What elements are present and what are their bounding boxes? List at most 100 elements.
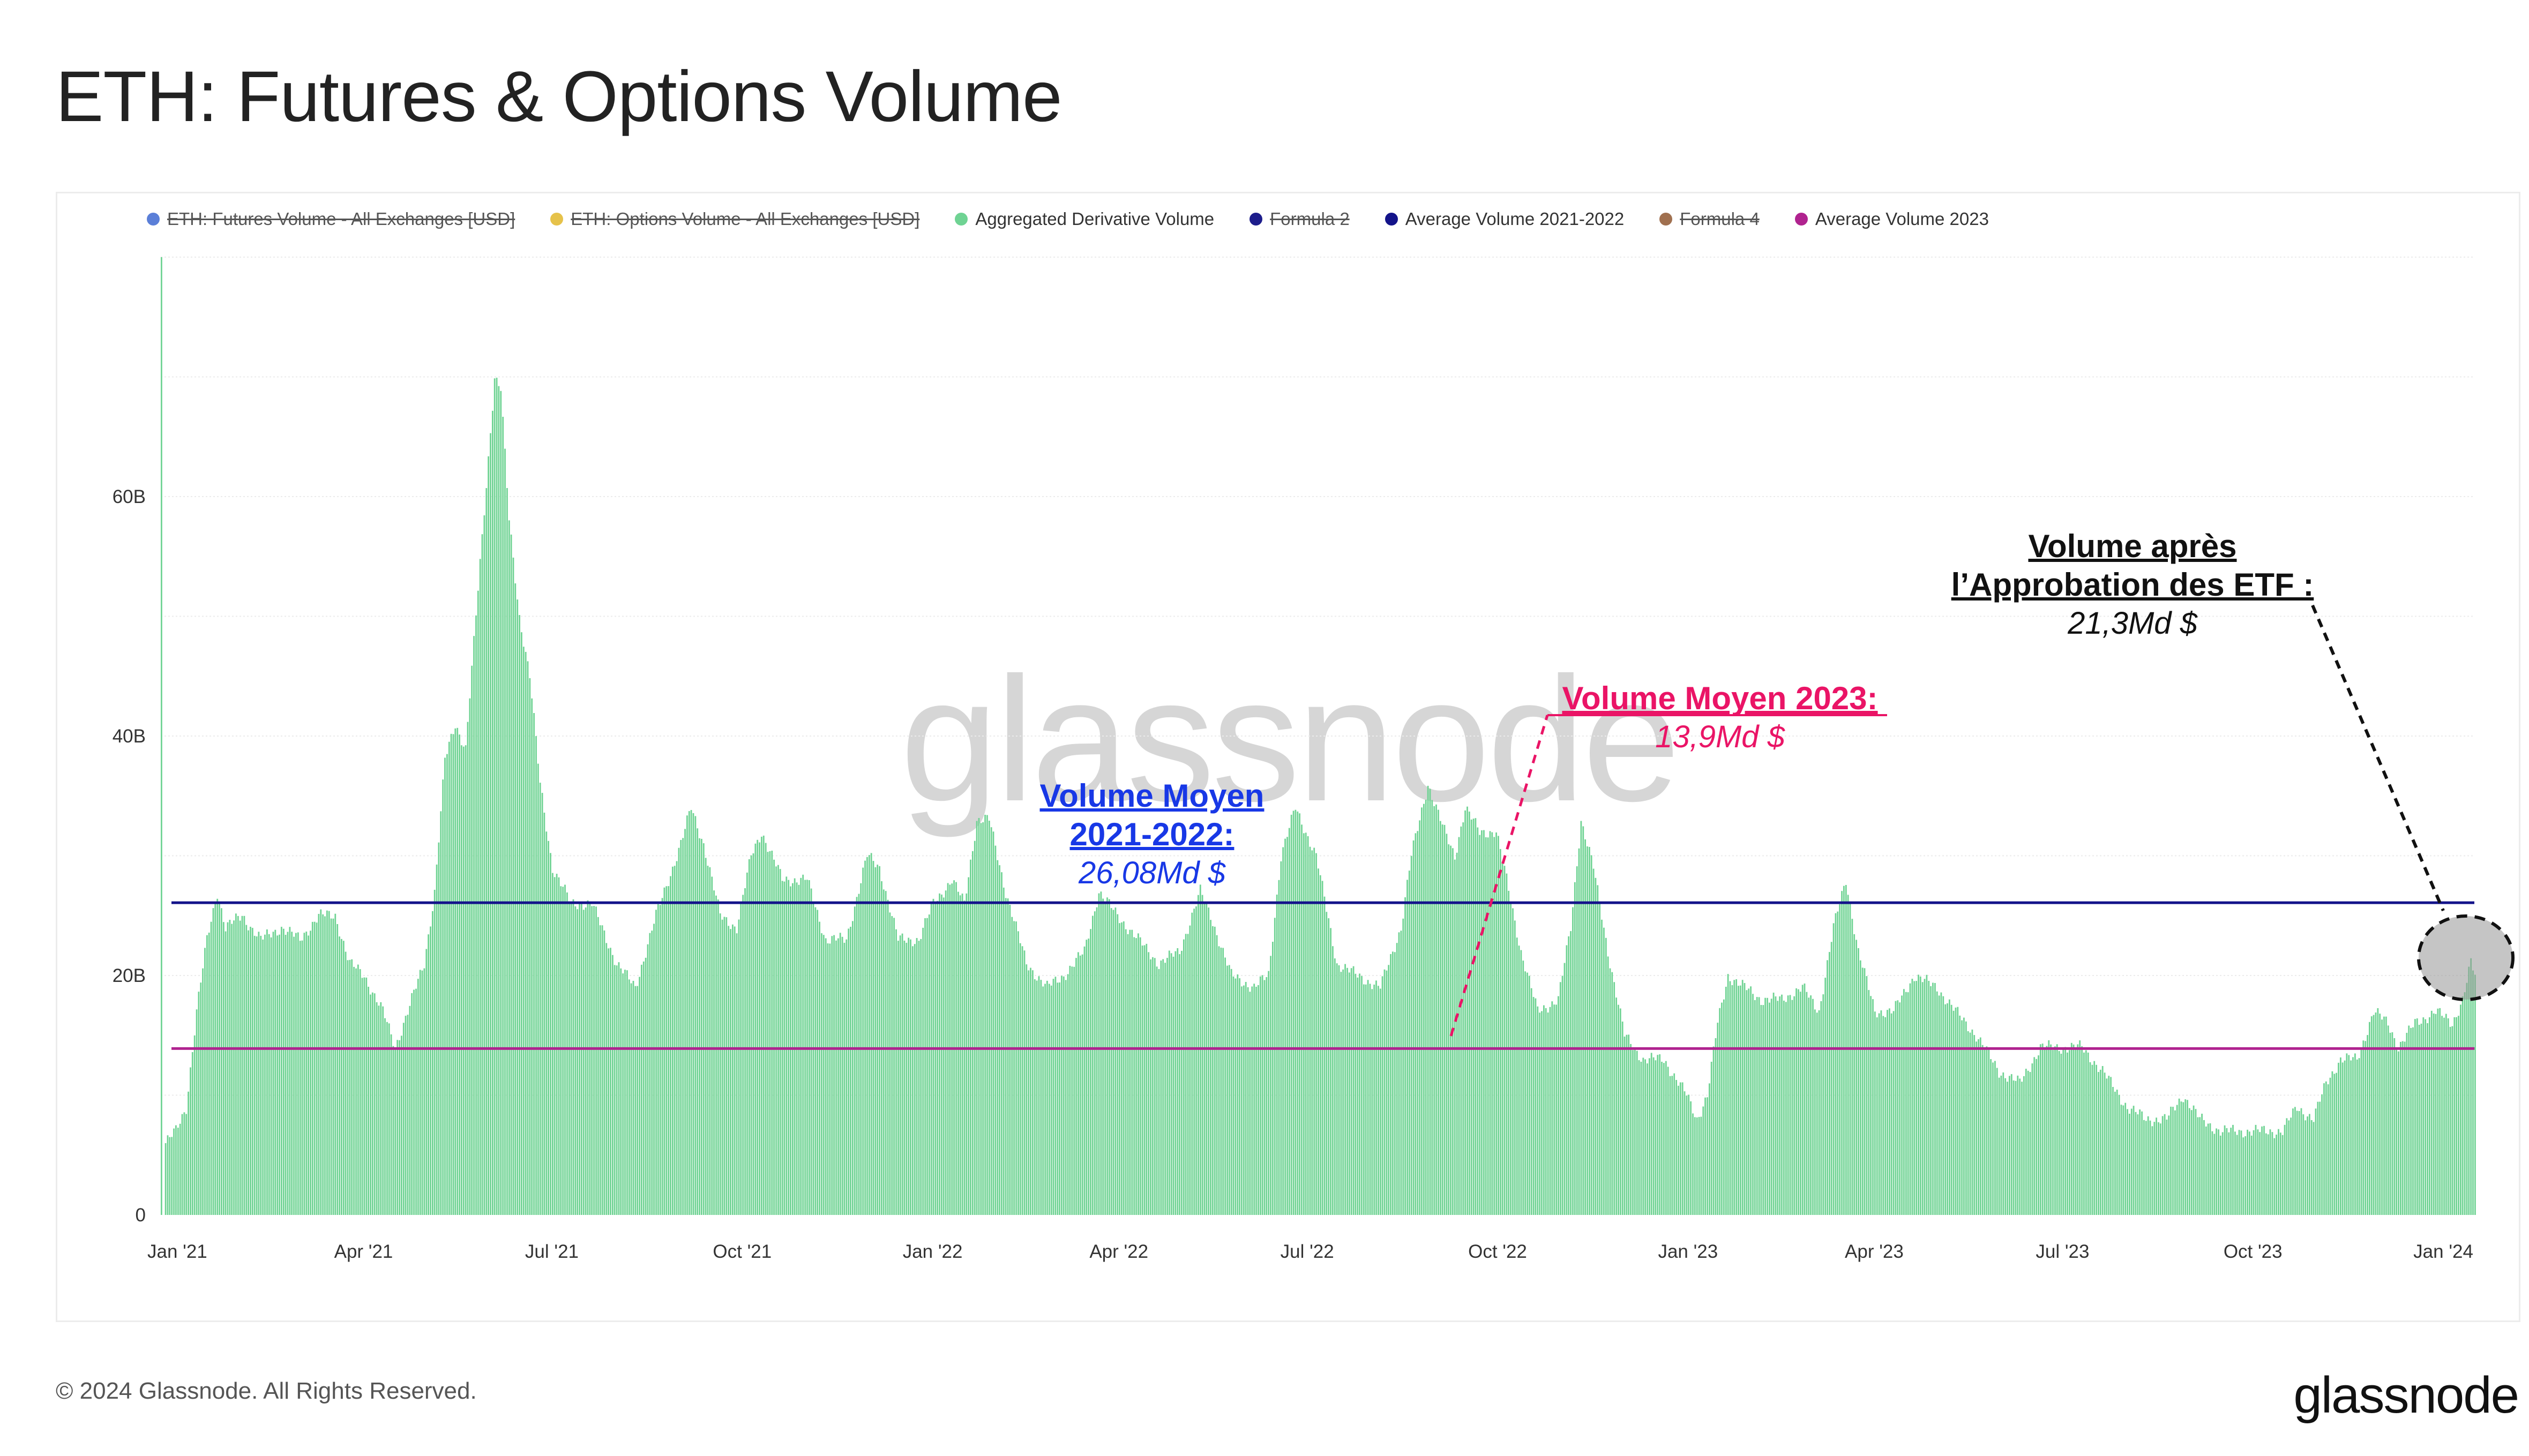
volume-bar: [1266, 977, 1268, 1215]
volume-bar: [1499, 849, 1501, 1215]
volume-bar: [657, 904, 659, 1215]
volume-bar: [1868, 990, 1870, 1215]
volume-bar: [1522, 960, 1524, 1215]
volume-bar: [251, 928, 253, 1215]
volume-bar: [1810, 995, 1812, 1215]
legend-item-4[interactable]: Average Volume 2021-2022: [1385, 209, 1624, 229]
legend-item-6[interactable]: Average Volume 2023: [1794, 209, 1989, 229]
volume-bar: [866, 857, 868, 1215]
volume-bar: [765, 843, 767, 1215]
etf-leader-line: [2311, 604, 2445, 912]
volume-bar: [1543, 1005, 1545, 1215]
legend-item-2[interactable]: Aggregated Derivative Volume: [955, 209, 1214, 229]
volume-bar: [1135, 938, 1137, 1215]
volume-bar: [2211, 1131, 2213, 1215]
volume-bar: [1108, 899, 1110, 1215]
volume-bar: [1350, 968, 1352, 1215]
volume-bar: [1984, 1049, 1986, 1215]
volume-bar: [285, 935, 287, 1215]
volume-bar: [1547, 1012, 1549, 1215]
volume-bar: [1042, 986, 1044, 1215]
legend-item-1[interactable]: ETH: Options Volume - All Exchanges [USD…: [550, 209, 919, 229]
volume-bar: [1309, 846, 1311, 1215]
x-tick-label: Jan '21: [147, 1241, 207, 1262]
volume-bar: [517, 599, 519, 1215]
x-tick-label: Oct '21: [713, 1241, 772, 1262]
volume-bar: [1023, 950, 1026, 1215]
volume-bar: [1632, 1050, 1634, 1215]
legend-dot-icon: [1249, 213, 1263, 226]
volume-bar: [1725, 987, 1727, 1215]
volume-bar: [1816, 1012, 1818, 1215]
volume-bar: [2218, 1129, 2219, 1215]
volume-bar: [461, 745, 462, 1215]
volume-bar: [1750, 986, 1752, 1215]
volume-bar: [2224, 1125, 2226, 1215]
volume-bar: [1396, 943, 1398, 1215]
volume-bar: [1710, 1062, 1712, 1215]
volume-bar: [1582, 826, 1584, 1215]
volume-bar: [1011, 917, 1013, 1215]
volume-bar: [388, 1023, 390, 1215]
volume-bar: [2118, 1094, 2120, 1215]
glassnode-logo[interactable]: glassnode: [2293, 1367, 2519, 1424]
volume-bar: [591, 906, 593, 1215]
volume-bar: [1520, 950, 1522, 1215]
volume-bar: [467, 722, 469, 1215]
volume-bar: [2401, 1041, 2404, 1215]
volume-bar: [2027, 1070, 2029, 1215]
volume-bar: [612, 955, 613, 1215]
volume-bar: [2255, 1124, 2257, 1215]
volume-bar: [750, 855, 752, 1215]
volume-bar: [1114, 907, 1117, 1215]
volume-bar: [1193, 909, 1195, 1215]
volume-bar: [483, 515, 485, 1215]
volume-bar: [1640, 1062, 1642, 1215]
volume-bar: [214, 903, 216, 1215]
volume-bar: [1270, 956, 1271, 1215]
volume-bar: [642, 961, 645, 1215]
volume-bar: [585, 907, 587, 1215]
volume-bar: [305, 932, 308, 1215]
volume-bar: [2416, 1018, 2418, 1215]
volume-bar: [171, 1137, 173, 1215]
volume-bar: [2153, 1122, 2156, 1215]
volume-bar: [1121, 922, 1123, 1215]
volume-bar: [1458, 837, 1460, 1215]
legend-item-5[interactable]: Formula 4: [1659, 209, 1760, 229]
volume-bar: [1669, 1076, 1671, 1215]
legend-item-0[interactable]: ETH: Futures Volume - All Exchanges [USD…: [147, 209, 515, 229]
volume-bar: [846, 939, 848, 1215]
volume-bar: [386, 1022, 388, 1215]
volume-bar: [1359, 973, 1360, 1215]
volume-bar: [1286, 837, 1288, 1215]
volume-bar: [674, 866, 676, 1215]
volume-bar: [169, 1137, 171, 1215]
volume-bar: [2067, 1052, 2068, 1215]
volume-bar: [1686, 1095, 1688, 1215]
volume-bar: [994, 845, 997, 1215]
volume-bar: [1527, 972, 1528, 1215]
volume-bar: [1559, 982, 1561, 1215]
volume-bar: [986, 815, 988, 1215]
volume-bar: [676, 861, 678, 1215]
volume-bar: [2228, 1132, 2230, 1215]
volume-bar: [1512, 908, 1514, 1215]
volume-bar: [1299, 813, 1300, 1215]
volume-bar: [490, 433, 491, 1215]
volume-bar: [316, 922, 318, 1215]
volume-bar: [2427, 1023, 2428, 1215]
volume-bar: [1214, 926, 1216, 1215]
volume-bar: [454, 728, 457, 1215]
volume-bar: [1649, 1058, 1650, 1215]
volume-bar: [1191, 912, 1193, 1215]
volume-bar: [2360, 1047, 2362, 1215]
volume-bar: [810, 888, 812, 1215]
volume-bar: [2176, 1105, 2178, 1215]
volume-bar: [519, 615, 520, 1215]
legend-item-3[interactable]: Formula 2: [1249, 209, 1350, 229]
volume-bar: [250, 927, 251, 1215]
volume-bar: [430, 926, 431, 1215]
volume-bar: [1021, 946, 1023, 1215]
volume-bar: [924, 918, 926, 1215]
